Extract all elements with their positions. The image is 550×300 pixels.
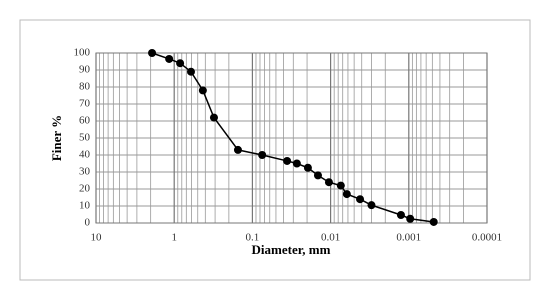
y-axis-label: Finer %	[49, 115, 64, 161]
data-point	[429, 217, 438, 226]
data-point	[148, 49, 157, 57]
data-point	[209, 113, 218, 122]
y-tick-label: 100	[74, 47, 91, 59]
data-point	[367, 201, 376, 210]
y-tick-label: 20	[79, 183, 91, 195]
y-tick-label: 80	[79, 81, 91, 93]
y-tick-label: 30	[79, 166, 91, 178]
data-point	[336, 181, 345, 190]
data-point	[396, 211, 405, 220]
x-tick-label: 10	[91, 232, 103, 244]
x-tick-label: 1	[171, 232, 177, 244]
data-point	[198, 86, 207, 95]
x-tick-label: 0.1	[246, 232, 260, 244]
data-point	[313, 171, 322, 180]
data-point	[342, 190, 351, 199]
data-point	[233, 145, 242, 154]
y-tick-label: 0	[85, 217, 91, 229]
y-tick-label: 50	[79, 132, 91, 144]
y-tick-label: 70	[79, 98, 91, 110]
plot-frame	[95, 52, 488, 224]
y-tick-label: 40	[79, 149, 91, 161]
x-axis-label: Diameter, mm	[252, 242, 331, 257]
y-tick-label: 10	[79, 200, 91, 212]
x-tick-label: 0.001	[396, 232, 421, 244]
data-point	[258, 151, 267, 159]
data-point	[186, 67, 195, 76]
data-point	[324, 178, 333, 187]
data-point	[292, 159, 301, 168]
chart-frame	[19, 19, 531, 281]
data-point	[176, 59, 185, 68]
data-point	[303, 163, 312, 172]
y-tick-label: 90	[79, 64, 91, 76]
data-point	[283, 156, 292, 165]
data-point	[165, 54, 174, 63]
data-point	[356, 195, 365, 204]
x-tick-label: 0.0001	[472, 232, 502, 244]
y-tick-label: 60	[79, 115, 91, 127]
x-tick-label: 0.01	[321, 232, 340, 244]
data-point	[406, 214, 415, 223]
